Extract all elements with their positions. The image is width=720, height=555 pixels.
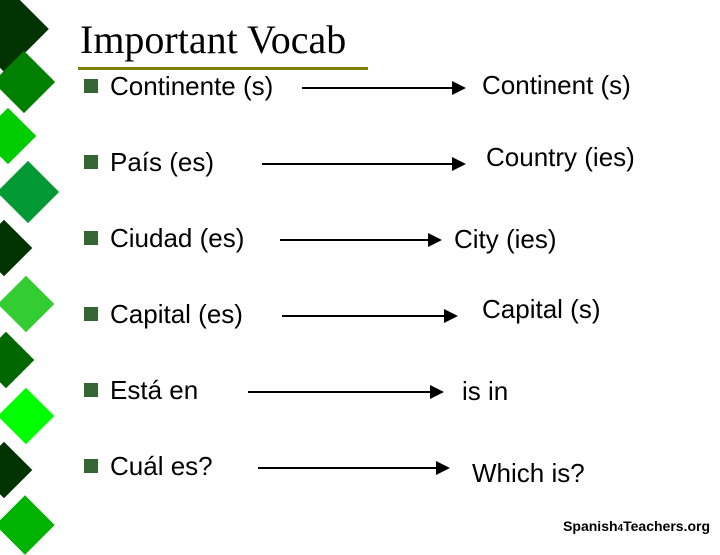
spanish-term: Cuál es?	[110, 451, 213, 482]
decor-square	[0, 276, 54, 333]
decor-square	[0, 332, 34, 389]
arrow-icon	[280, 239, 440, 241]
english-term: is in	[462, 376, 508, 407]
arrow-icon	[258, 467, 448, 469]
vocab-row: Está en is in	[84, 374, 704, 450]
vocab-row: Capital (es)Capital (s)	[84, 298, 704, 374]
decor-square	[0, 161, 59, 223]
vocab-row: Continente (s) Continent (s)	[84, 70, 704, 146]
vocab-row: Ciudad (es) City (ies)	[84, 222, 704, 298]
spanish-term: Capital (es)	[110, 299, 243, 330]
footer-prefix: Spanish	[563, 518, 617, 534]
spanish-term: Continente (s)	[110, 71, 273, 102]
english-term: Capital (s)	[482, 294, 600, 325]
left-decor-strip	[0, 0, 56, 540]
bullet-icon	[84, 383, 98, 397]
footer-suffix: Teachers.org	[623, 518, 710, 534]
decor-square	[0, 220, 32, 277]
arrow-icon	[248, 391, 442, 393]
arrow-icon	[302, 87, 464, 89]
spanish-term: Ciudad (es)	[110, 223, 244, 254]
bullet-icon	[84, 459, 98, 473]
vocab-row: Cuál es? Which is?	[84, 450, 704, 526]
decor-square	[0, 108, 36, 165]
arrow-icon	[282, 315, 456, 317]
english-term: Which is?	[472, 458, 585, 489]
decor-square	[0, 388, 54, 445]
bullet-icon	[84, 231, 98, 245]
decor-square	[0, 495, 55, 554]
english-term: Continent (s)	[482, 70, 631, 101]
bullet-icon	[84, 307, 98, 321]
bullet-icon	[84, 155, 98, 169]
english-term: Country (ies)	[486, 142, 635, 173]
slide-title: Important Vocab	[78, 14, 368, 69]
vocab-list: Continente (s)Continent (s)País (es)Coun…	[84, 70, 704, 526]
bullet-icon	[84, 79, 98, 93]
vocab-row: País (es)Country (ies)	[84, 146, 704, 222]
decor-square	[0, 442, 32, 499]
spanish-term: País (es)	[110, 147, 214, 178]
title-block: Important Vocab	[78, 14, 368, 70]
arrow-icon	[262, 163, 464, 165]
footer-credit: Spanish4Teachers.org	[563, 518, 710, 534]
spanish-term: Está en	[110, 375, 198, 406]
english-term: City (ies)	[454, 224, 557, 255]
